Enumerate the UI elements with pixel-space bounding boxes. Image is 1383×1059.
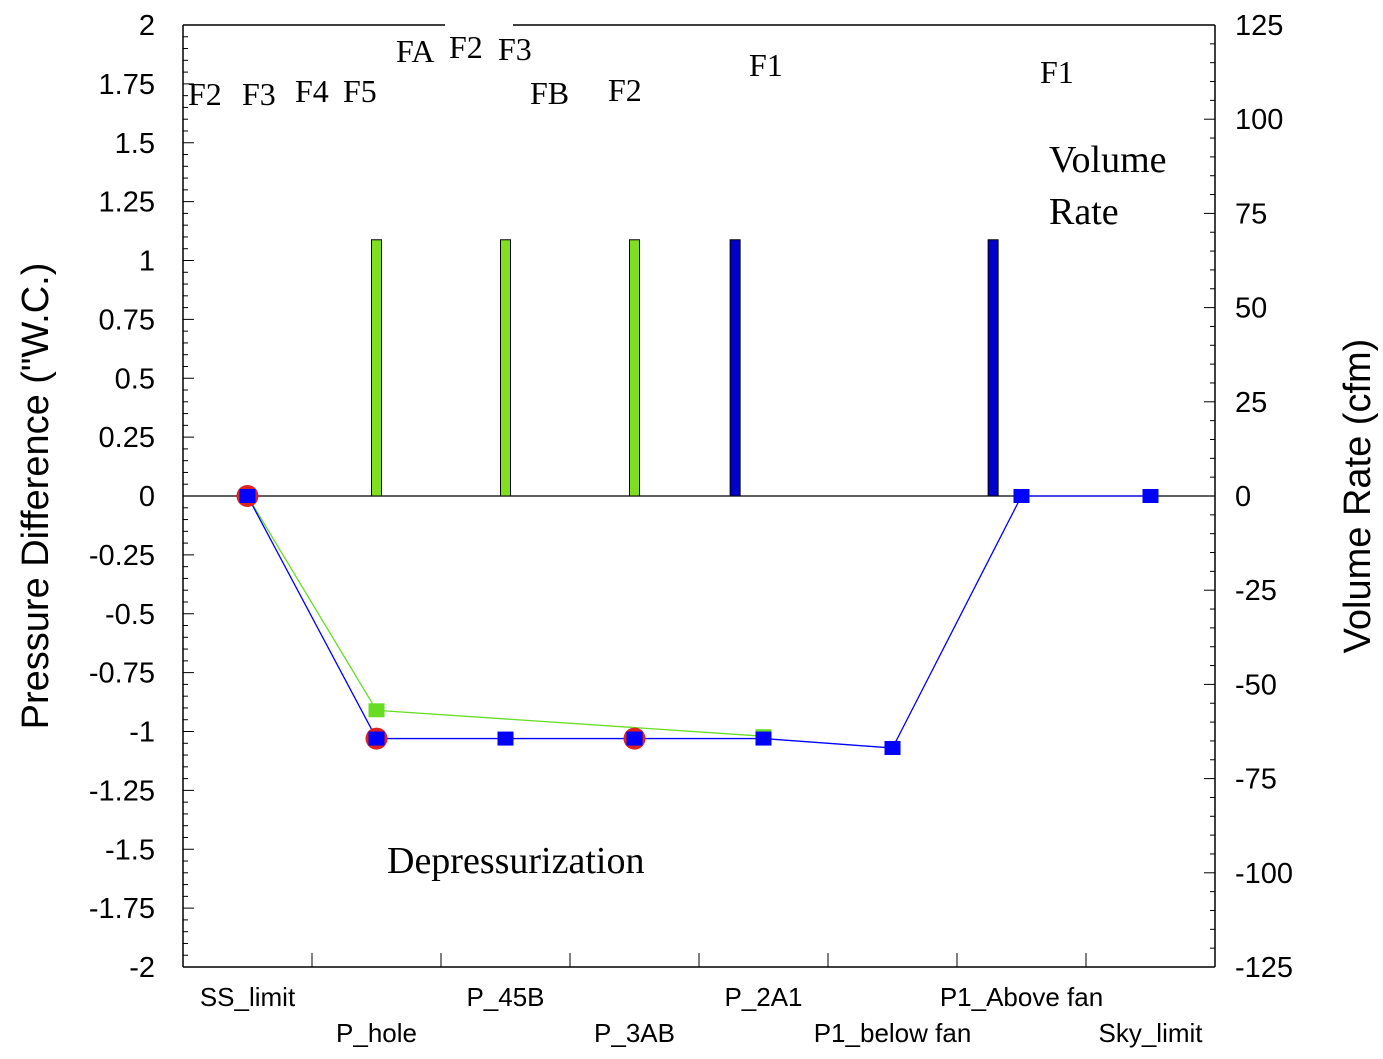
volume-annotation: Volume — [1049, 139, 1167, 181]
pressure-marker — [239, 489, 256, 503]
left-tick-label: 0.5 — [115, 363, 155, 395]
pressure-marker — [497, 731, 514, 746]
bars — [371, 239, 999, 497]
volume-bar — [500, 239, 511, 497]
pressure-line — [246, 495, 764, 737]
pressure-marker — [626, 731, 643, 746]
flow-label: F5 — [343, 73, 377, 109]
right-tick-label: -75 — [1235, 764, 1277, 796]
category-label: P1_below fan — [814, 1018, 972, 1048]
volume-bar — [729, 239, 741, 497]
left-tick-label: -1.25 — [89, 775, 155, 807]
right-tick-label: 0 — [1235, 481, 1251, 513]
flow-label: F3 — [242, 76, 276, 112]
left-tick-label: -0.25 — [89, 540, 155, 572]
volume-bar — [629, 239, 640, 497]
right-tick-label: 50 — [1235, 293, 1267, 325]
right-tick-label: -50 — [1235, 669, 1277, 701]
volume-bar — [987, 239, 999, 497]
right-tick-label: -125 — [1235, 952, 1293, 984]
flow-label: F1 — [749, 47, 783, 83]
right-tick-label: 125 — [1235, 10, 1283, 42]
left-tick-label: 2 — [139, 10, 155, 42]
left-tick-label: 1.25 — [99, 187, 155, 219]
flow-label: F4 — [295, 73, 329, 109]
rate-annotation: Rate — [1049, 191, 1119, 233]
flow-label: FA — [396, 33, 435, 69]
labels: F2 F3 F4 F5 FA F2 F3 FB F2 F1 F1 Volume Rate Depressu… — [188, 29, 1167, 882]
volume-bar — [371, 239, 382, 497]
left-tick-label: 0 — [139, 481, 155, 513]
left-tick-label: -1 — [129, 717, 155, 749]
pressure-marker — [368, 703, 385, 718]
axes: 2 1.75 1.5 1.25 1 0.75 0.5 0.25 0 -0.25 -0.5 -0.75 -… — [15, 10, 1379, 1048]
left-tick-label: -2 — [129, 952, 155, 984]
pressure-marker — [368, 731, 385, 746]
flow-label: F3 — [498, 31, 532, 67]
left-tick-label: -1.75 — [89, 893, 155, 925]
left-tick-label: 0.25 — [99, 422, 155, 454]
category-label: P_2A1 — [724, 982, 802, 1012]
pressure-marker — [884, 740, 901, 755]
series — [236, 485, 1159, 755]
left-tick-label: 0.75 — [99, 304, 155, 336]
left-tick-label: -0.5 — [105, 599, 155, 631]
left-tick-label: -0.75 — [89, 658, 155, 690]
left-tick-label: -1.5 — [105, 834, 155, 866]
right-tick-label: 25 — [1235, 387, 1267, 419]
right-tick-label: -100 — [1235, 858, 1293, 890]
pressure-marker — [755, 731, 772, 746]
category-label: P1_Above fan — [940, 982, 1103, 1012]
pressure-line — [246, 495, 1151, 749]
pressure-marker — [1142, 489, 1159, 503]
left-tick-label: 1 — [139, 246, 155, 278]
left-tick-label: 1.75 — [99, 69, 155, 101]
flow-label: FB — [530, 75, 569, 111]
flow-label: F2 — [608, 72, 642, 108]
flow-label: F2 — [449, 29, 483, 65]
flow-label: F2 — [188, 76, 222, 112]
category-label: Sky_limit — [1098, 1018, 1203, 1048]
category-label: P_45B — [466, 982, 544, 1012]
right-tick-label: -25 — [1235, 575, 1277, 607]
category-label: P_hole — [336, 1018, 417, 1048]
right-tick-label: 100 — [1235, 104, 1283, 136]
category-label: SS_limit — [200, 982, 296, 1012]
depressurization-annotation: Depressurization — [387, 840, 644, 882]
right-tick-label: 75 — [1235, 198, 1267, 230]
left-tick-label: 1.5 — [115, 128, 155, 160]
pressure-marker — [1013, 489, 1030, 503]
left-axis-title: Pressure Difference ("W.C.) — [15, 263, 57, 730]
right-axis-title: Volume Rate (cfm) — [1337, 339, 1379, 654]
category-label: P_3AB — [594, 1018, 675, 1048]
flow-label: F1 — [1040, 54, 1074, 90]
